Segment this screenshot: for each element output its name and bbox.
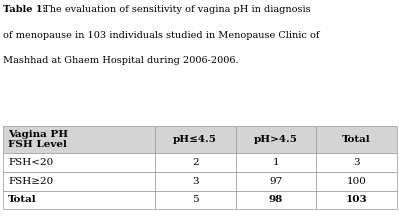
Text: The evaluation of sensitivity of vagina pH in diagnosis: The evaluation of sensitivity of vagina … <box>40 5 310 14</box>
Bar <box>3 126 155 153</box>
Text: Total: Total <box>342 135 371 144</box>
Text: 97: 97 <box>269 177 282 186</box>
Text: Total: Total <box>8 195 37 204</box>
Bar <box>316 172 397 191</box>
Bar <box>235 126 316 153</box>
Bar <box>3 172 155 191</box>
Text: 103: 103 <box>346 195 367 204</box>
Bar <box>3 153 155 172</box>
Bar <box>155 126 235 153</box>
Text: FSH≥20: FSH≥20 <box>8 177 53 186</box>
Text: Table 1:: Table 1: <box>3 5 46 14</box>
Bar <box>316 153 397 172</box>
Bar <box>235 172 316 191</box>
Text: 100: 100 <box>347 177 367 186</box>
Text: 98: 98 <box>269 195 283 204</box>
Bar <box>316 126 397 153</box>
Bar <box>155 191 235 209</box>
Text: pH>4.5: pH>4.5 <box>254 135 298 144</box>
Text: pH≤4.5: pH≤4.5 <box>173 135 217 144</box>
Bar <box>235 153 316 172</box>
Bar <box>3 191 155 209</box>
Text: 3: 3 <box>354 158 360 167</box>
Text: of menopause in 103 individuals studied in Menopause Clinic of: of menopause in 103 individuals studied … <box>3 31 320 39</box>
Text: Vagina PH
FSH Level: Vagina PH FSH Level <box>8 130 68 149</box>
Text: Mashhad at Ghaem Hospital during 2006-2006.: Mashhad at Ghaem Hospital during 2006-20… <box>3 56 239 65</box>
Text: FSH<20: FSH<20 <box>8 158 53 167</box>
Text: 3: 3 <box>192 177 198 186</box>
Bar <box>235 191 316 209</box>
Bar <box>155 172 235 191</box>
Bar <box>316 191 397 209</box>
Text: 2: 2 <box>192 158 198 167</box>
Bar <box>155 153 235 172</box>
Text: 1: 1 <box>273 158 279 167</box>
Text: 5: 5 <box>192 195 198 204</box>
